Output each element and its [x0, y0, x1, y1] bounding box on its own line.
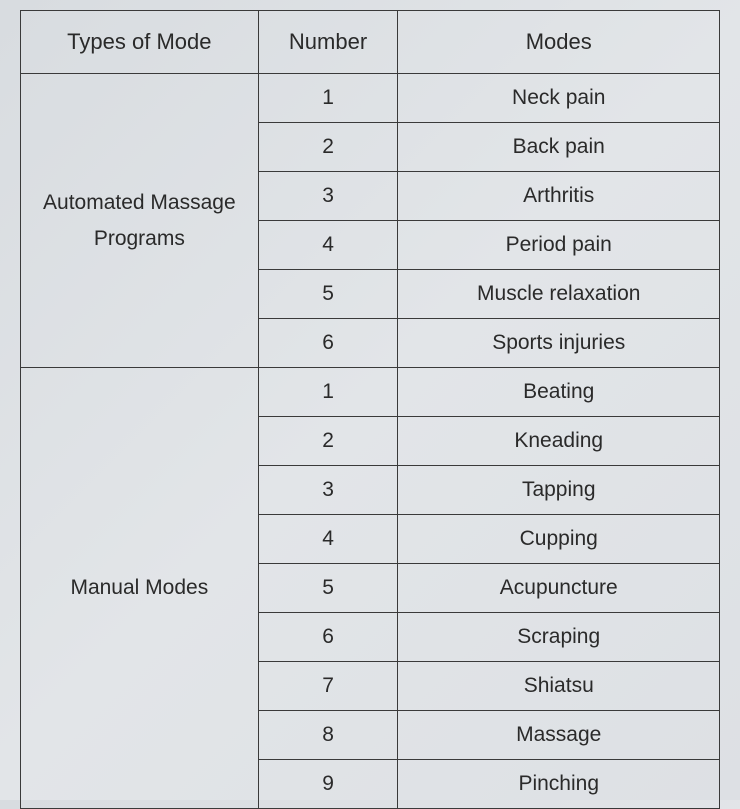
table-row: Automated Massage Programs 1 Neck pain [21, 74, 720, 123]
number-cell: 5 [258, 564, 398, 613]
mode-cell: Period pain [398, 221, 720, 270]
mode-cell: Acupuncture [398, 564, 720, 613]
header-type: Types of Mode [21, 11, 259, 74]
header-modes: Modes [398, 11, 720, 74]
group-label-line1: Automated Massage [43, 191, 236, 214]
number-cell: 9 [258, 760, 398, 809]
mode-cell: Tapping [398, 466, 720, 515]
mode-cell: Pinching [398, 760, 720, 809]
header-number: Number [258, 11, 398, 74]
mode-cell: Muscle relaxation [398, 270, 720, 319]
mode-cell: Scraping [398, 613, 720, 662]
number-cell: 6 [258, 613, 398, 662]
mode-cell: Neck pain [398, 74, 720, 123]
group-label-manual: Manual Modes [21, 368, 259, 809]
number-cell: 3 [258, 466, 398, 515]
mode-cell: Back pain [398, 123, 720, 172]
table-header-row: Types of Mode Number Modes [21, 11, 720, 74]
number-cell: 3 [258, 172, 398, 221]
number-cell: 1 [258, 368, 398, 417]
mode-cell: Beating [398, 368, 720, 417]
number-cell: 4 [258, 221, 398, 270]
group-label-line2: Programs [94, 227, 185, 250]
group-label-automated: Automated Massage Programs [21, 74, 259, 368]
number-cell: 1 [258, 74, 398, 123]
mode-cell: Shiatsu [398, 662, 720, 711]
number-cell: 7 [258, 662, 398, 711]
mode-cell: Arthritis [398, 172, 720, 221]
number-cell: 5 [258, 270, 398, 319]
number-cell: 2 [258, 417, 398, 466]
number-cell: 4 [258, 515, 398, 564]
modes-table: Types of Mode Number Modes Automated Mas… [20, 10, 720, 809]
table-row: Manual Modes 1 Beating [21, 368, 720, 417]
number-cell: 8 [258, 711, 398, 760]
number-cell: 2 [258, 123, 398, 172]
mode-cell: Sports injuries [398, 319, 720, 368]
mode-cell: Massage [398, 711, 720, 760]
group-label-line1: Manual Modes [70, 576, 208, 599]
mode-cell: Cupping [398, 515, 720, 564]
mode-cell: Kneading [398, 417, 720, 466]
number-cell: 6 [258, 319, 398, 368]
